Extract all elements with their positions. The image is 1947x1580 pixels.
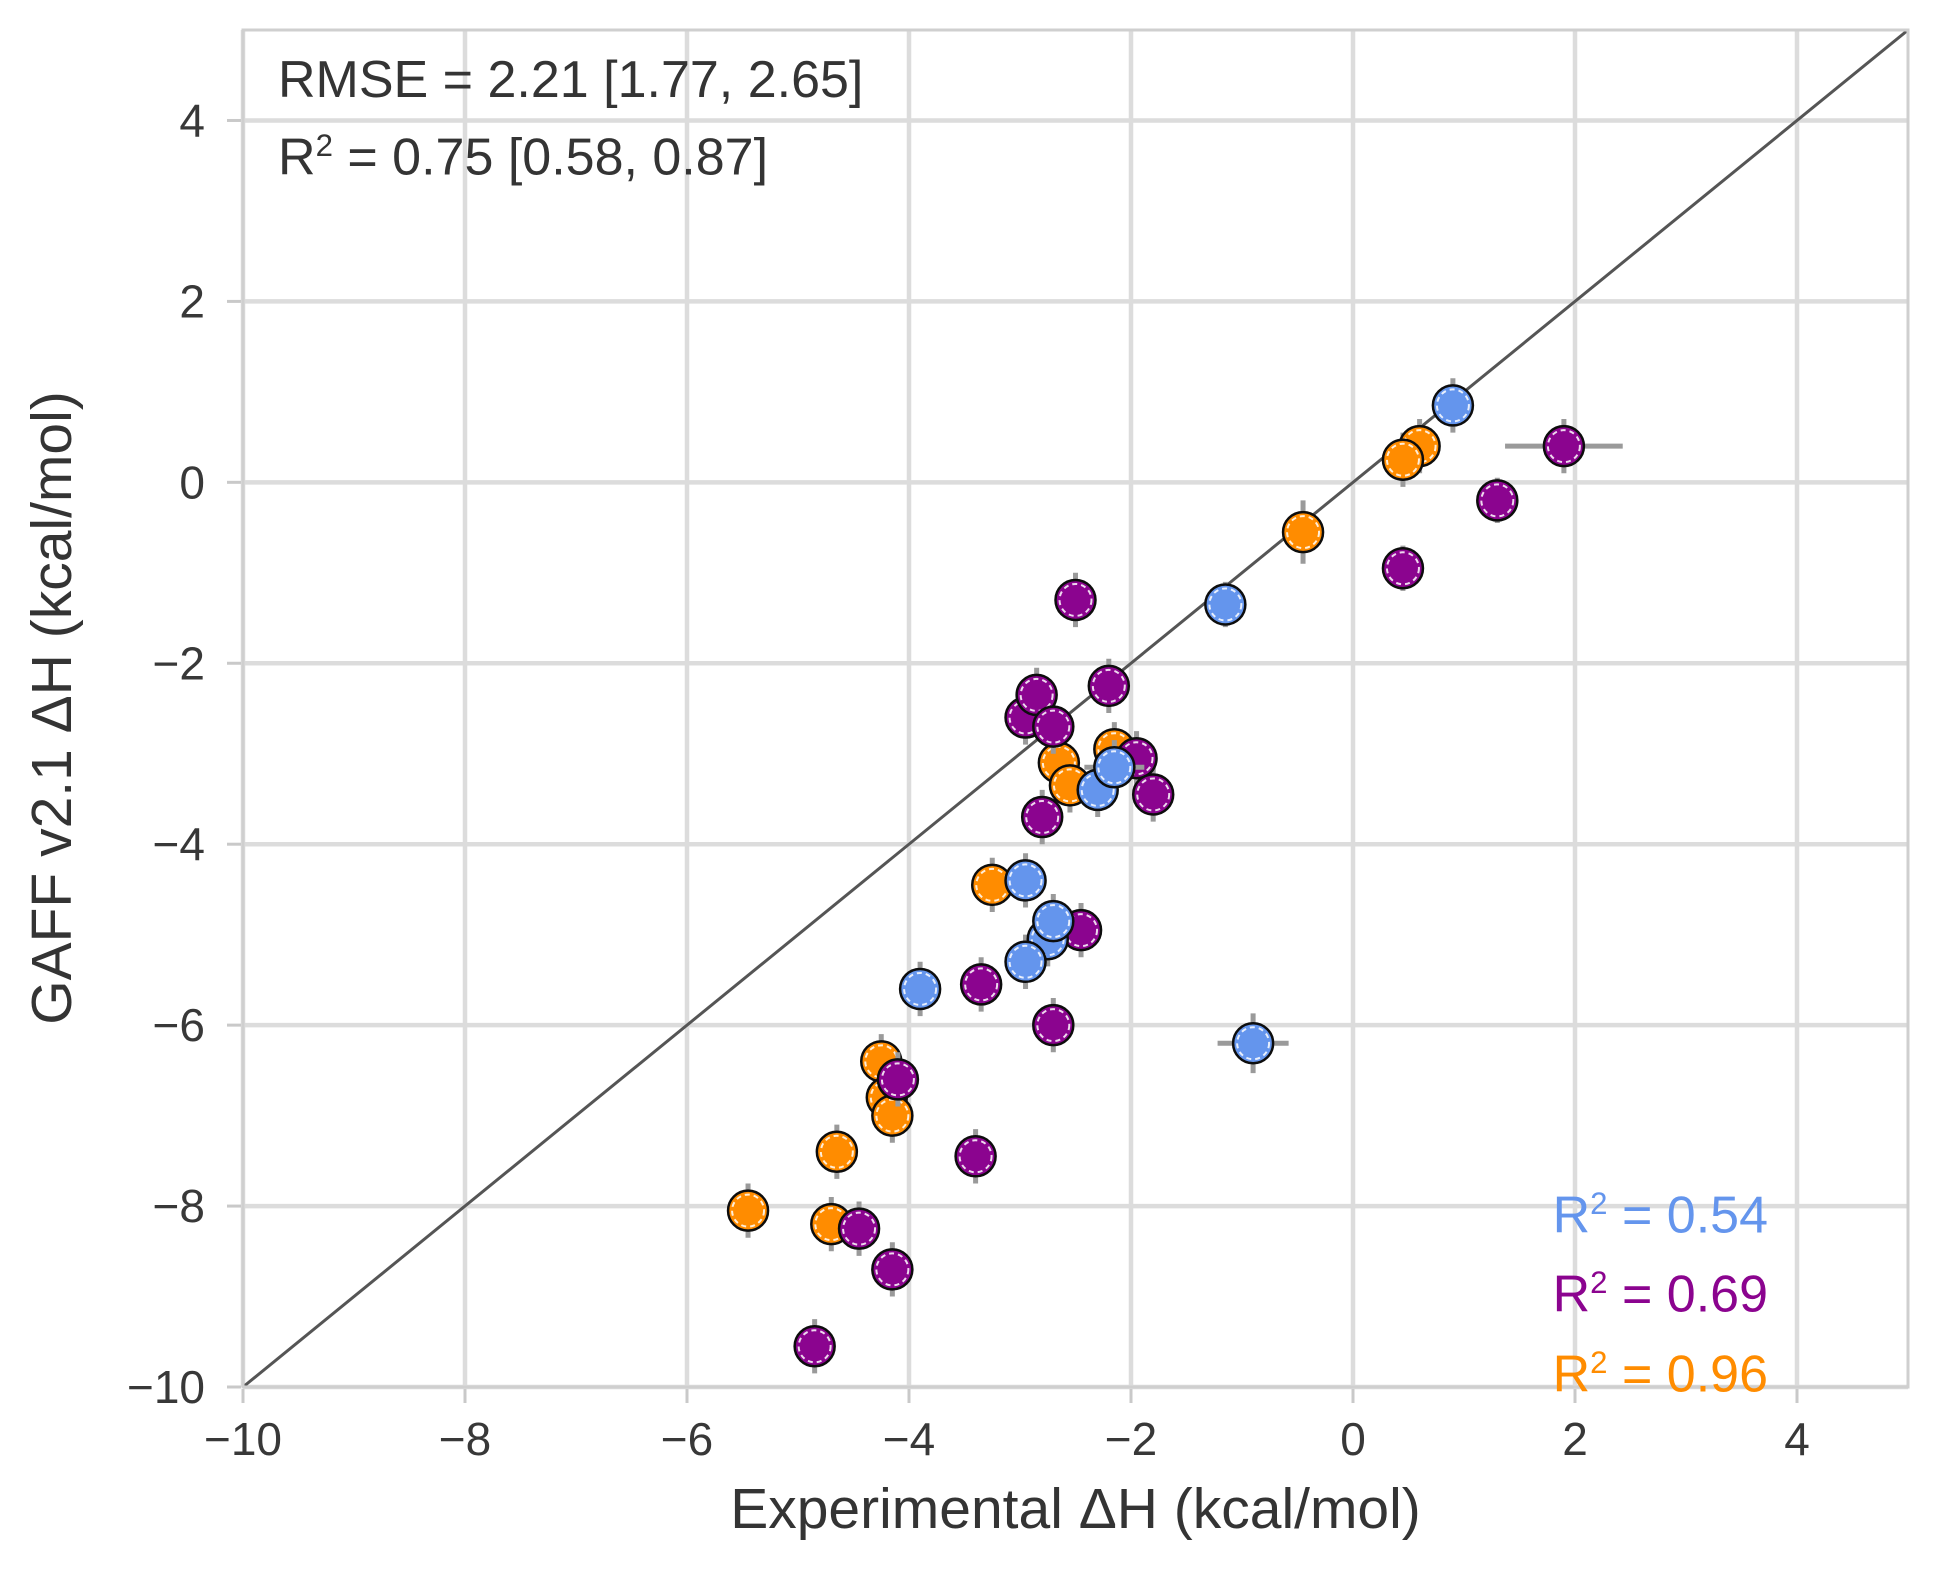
data-point-ring — [903, 971, 938, 1006]
x-tick-label: 2 — [1562, 1413, 1588, 1465]
data-point-purple — [1381, 547, 1425, 590]
data-point-ring — [1385, 442, 1420, 477]
legend-text: = 0.96 — [1607, 1344, 1768, 1403]
data-point-purple — [1476, 479, 1519, 522]
data-point-blue — [1004, 859, 1047, 902]
y-tick-label: 0 — [179, 456, 205, 508]
data-point-orange — [1281, 510, 1325, 554]
data-point-ring — [1097, 750, 1132, 785]
data-point-purple — [1087, 664, 1131, 708]
data-point-ring — [1208, 587, 1243, 622]
data-point-ring — [1008, 863, 1043, 898]
data-point-ring — [964, 967, 999, 1002]
data-point-ring — [819, 1134, 854, 1169]
x-tick-label: −10 — [204, 1413, 282, 1465]
x-tick-label: −2 — [1105, 1413, 1157, 1465]
data-point-blue — [898, 967, 942, 1011]
data-point-ring — [875, 1252, 910, 1287]
y-tick-label: −2 — [153, 637, 205, 689]
data-point-purple — [1542, 424, 1586, 468]
data-point-ring — [1036, 904, 1071, 939]
data-point-ring — [797, 1329, 832, 1364]
r2-overall-text: R2 = 0.75 [0.58, 0.87] — [278, 128, 769, 187]
data-point-orange — [871, 1094, 914, 1137]
data-point-blue — [1204, 583, 1247, 626]
data-point-ring — [1385, 551, 1420, 586]
data-point-orange — [726, 1189, 770, 1232]
data-point-ring — [1435, 388, 1470, 423]
data-point-purple — [1032, 1003, 1075, 1047]
legend-text: = 0.69 — [1607, 1265, 1768, 1324]
identity-line — [242, 28, 1909, 1389]
data-point-orange — [1381, 438, 1425, 481]
x-tick-label: −6 — [661, 1413, 713, 1465]
legend-item-blue: R2 = 0.54 — [1553, 1170, 1768, 1249]
data-point-ring — [1036, 709, 1071, 744]
y-tick-label: −8 — [153, 1180, 205, 1232]
data-point-purple — [959, 963, 1003, 1006]
data-point-purple — [876, 1058, 920, 1101]
stats-annotation: RMSE = 2.21 [1.77, 2.65] R2 = 0.75 [0.58… — [278, 48, 863, 190]
data-point-orange — [815, 1130, 859, 1174]
x-axis-label: Experimental ΔH (kcal/mol) — [730, 1477, 1421, 1541]
data-point-ring — [1136, 777, 1171, 812]
data-point-ring — [958, 1139, 993, 1174]
y-axis-label: GAFF v2.1 ΔH (kcal/mol) — [20, 391, 84, 1025]
data-point-purple — [954, 1135, 997, 1178]
data-point-ring — [1286, 515, 1321, 550]
data-point-purple — [793, 1325, 836, 1368]
legend-text: R — [1552, 1344, 1591, 1403]
rmse-text: RMSE = 2.21 [1.77, 2.65] — [278, 51, 864, 109]
y-tick-label: −6 — [153, 999, 205, 1051]
data-point-ring — [1025, 800, 1060, 835]
legend-text: = 0.54 — [1607, 1186, 1768, 1245]
data-point-ring — [1546, 429, 1581, 464]
x-tick-label: 4 — [1784, 1413, 1810, 1465]
series-legend: R2 = 0.54 R2 = 0.69 R2 = 0.96 — [1553, 1170, 1768, 1408]
legend-item-orange: R2 = 0.96 — [1553, 1329, 1768, 1408]
data-point-blue — [1004, 940, 1047, 984]
data-point-purple — [1131, 773, 1175, 816]
legend-text: 2 — [1590, 1265, 1608, 1301]
data-point-ring — [1480, 483, 1515, 518]
legend-text: 2 — [1590, 1186, 1608, 1221]
legend-text: R — [1552, 1265, 1591, 1324]
y-tick-label: 4 — [179, 94, 205, 146]
x-tick-label: −8 — [439, 1413, 491, 1465]
data-point-ring — [880, 1062, 915, 1097]
legend-text: R — [1552, 1186, 1591, 1245]
data-point-ring — [1019, 677, 1054, 712]
data-point-purple — [1020, 795, 1064, 839]
legend-text: 2 — [1590, 1344, 1608, 1380]
data-point-ring — [731, 1193, 766, 1228]
data-point-purple — [871, 1248, 914, 1291]
data-point-ring — [1236, 1026, 1271, 1061]
y-tick-label: −4 — [153, 818, 205, 870]
data-point-purple — [1054, 578, 1097, 622]
data-point-blue — [1231, 1021, 1275, 1065]
data-point-ring — [1058, 582, 1093, 617]
legend-item-purple: R2 = 0.69 — [1553, 1249, 1768, 1328]
data-point-blue — [1431, 384, 1475, 427]
data-point-purple — [1032, 705, 1075, 748]
data-point-ring — [1008, 944, 1043, 979]
plot-border — [241, 28, 1910, 1389]
data-point-ring — [842, 1211, 877, 1246]
x-tick-label: 0 — [1340, 1413, 1366, 1465]
data-point-blue — [1032, 899, 1075, 943]
y-tick-label: −10 — [127, 1361, 205, 1413]
x-tick-label: −4 — [883, 1413, 935, 1465]
data-point-blue — [1093, 746, 1136, 789]
y-tick-label: 2 — [179, 275, 205, 327]
data-point-purple — [837, 1207, 881, 1250]
data-point-ring — [1091, 668, 1126, 703]
data-point-ring — [1036, 1008, 1071, 1043]
